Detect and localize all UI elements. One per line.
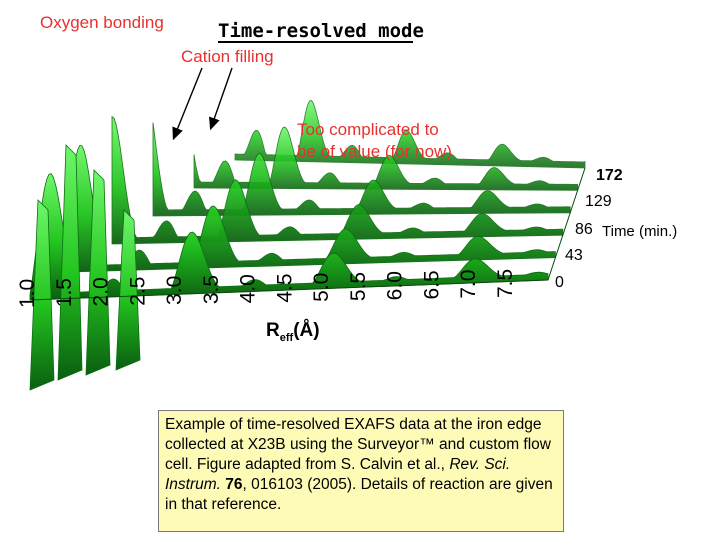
- surface-fin: [57, 144, 83, 381]
- time-tick-86: 86: [575, 221, 593, 238]
- x-tick-label: 3.0: [163, 276, 186, 305]
- surface-fin: [85, 169, 111, 376]
- x-tick-label: 2.5: [126, 276, 149, 305]
- surface-slice: [111, 115, 564, 245]
- figure-caption: Example of time-resolved EXAFS data at t…: [158, 410, 564, 532]
- x-tick-label: 7.0: [457, 270, 480, 299]
- time-tick-43: 43: [565, 247, 583, 264]
- x-tick-label: 4.5: [273, 273, 296, 302]
- complicated-annotation-line2: be of value (for now): [297, 142, 452, 161]
- oxygen-bonding-annotation: Oxygen bonding: [40, 13, 164, 32]
- x-tick-label: 6.5: [420, 270, 443, 299]
- time-axis-label: Time (min.): [602, 223, 678, 240]
- surface-slice: [29, 173, 549, 301]
- x-tick-label: 1.0: [16, 279, 39, 308]
- time-tick-172: 172: [596, 167, 623, 184]
- cation-filling-annotation: Cation filling: [181, 47, 274, 66]
- x-tick-label: 5.5: [347, 272, 370, 301]
- complicated-annotation-line1: Too complicated to: [297, 120, 439, 139]
- r-axis-label: Reff(Å): [266, 320, 320, 344]
- surface-fin: [115, 209, 141, 371]
- surface-slice: [70, 144, 556, 273]
- surface-fin: [29, 199, 55, 391]
- x-tick-label: 7.5: [494, 269, 517, 298]
- surface-edge: [29, 167, 586, 301]
- title-underline: [218, 41, 413, 43]
- x-tick-labels: 1.0 1.5 2.0 2.5 3.0 3.5 4.0 4.5 5.0 5.5 6.0 6.5 7.0 7…: [16, 269, 517, 308]
- time-tick-0: 0: [555, 274, 564, 291]
- x-tick-label: 3.5: [200, 275, 223, 304]
- surface-layer: [29, 100, 586, 391]
- time-tick-129: 129: [585, 193, 612, 210]
- x-tick-label: 5.0: [310, 273, 333, 302]
- x-tick-label: 2.0: [90, 277, 113, 306]
- x-tick-label: 6.0: [384, 271, 407, 300]
- x-tick-label: 4.0: [237, 274, 260, 303]
- page-title: Time-resolved mode: [218, 20, 424, 42]
- x-tick-label: 1.5: [53, 278, 76, 307]
- surface-slice: [152, 122, 571, 217]
